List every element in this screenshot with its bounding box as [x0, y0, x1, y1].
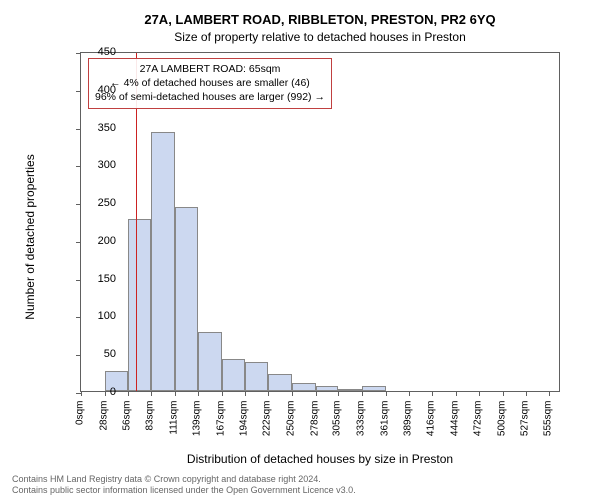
x-tick-label: 278sqm: [309, 401, 320, 449]
callout-line1: 27A LAMBERT ROAD: 65sqm: [95, 62, 325, 76]
y-tick-label: 100: [82, 310, 116, 322]
histogram-bar: [268, 374, 292, 391]
histogram-bar: [362, 386, 386, 391]
histogram-bar: [316, 386, 339, 391]
x-tick-mark: [338, 391, 339, 396]
x-tick-mark: [526, 391, 527, 396]
x-tick-label: 194sqm: [238, 401, 249, 449]
x-tick-mark: [362, 391, 363, 396]
x-tick-label: 555sqm: [543, 401, 554, 449]
y-tick-label: 450: [82, 46, 116, 58]
histogram-bar: [151, 132, 175, 391]
y-tick-mark: [76, 129, 81, 130]
x-tick-label: 305sqm: [332, 401, 343, 449]
x-tick-mark: [316, 391, 317, 396]
x-tick-label: 444sqm: [449, 401, 460, 449]
x-tick-label: 28sqm: [98, 401, 109, 449]
callout-line3: 96% of semi-detached houses are larger (…: [95, 90, 325, 104]
x-tick-label: 250sqm: [285, 401, 296, 449]
x-tick-label: 416sqm: [425, 401, 436, 449]
x-tick-mark: [549, 391, 550, 396]
y-tick-mark: [76, 166, 81, 167]
histogram-bar: [198, 332, 222, 391]
x-tick-mark: [198, 391, 199, 396]
x-tick-mark: [128, 391, 129, 396]
x-tick-mark: [245, 391, 246, 396]
x-tick-mark: [151, 391, 152, 396]
x-tick-mark: [409, 391, 410, 396]
x-tick-label: 139sqm: [192, 401, 203, 449]
y-tick-mark: [76, 280, 81, 281]
x-tick-label: 333sqm: [355, 401, 366, 449]
x-tick-mark: [175, 391, 176, 396]
chart-subtitle: Size of property relative to detached ho…: [80, 30, 560, 44]
y-tick-label: 300: [82, 159, 116, 171]
y-tick-mark: [76, 91, 81, 92]
y-tick-label: 350: [82, 122, 116, 134]
x-tick-label: 167sqm: [215, 401, 226, 449]
y-tick-label: 150: [82, 273, 116, 285]
y-axis-label: Number of detached properties: [23, 87, 37, 387]
x-tick-label: 472sqm: [473, 401, 484, 449]
histogram-bar: [128, 219, 151, 391]
chart-title: 27A, LAMBERT ROAD, RIBBLETON, PRESTON, P…: [80, 12, 560, 27]
footer-line1: Contains HM Land Registry data © Crown c…: [12, 474, 356, 485]
y-tick-label: 200: [82, 235, 116, 247]
x-tick-label: 111sqm: [168, 401, 179, 449]
x-tick-label: 83sqm: [145, 401, 156, 449]
footer-attribution: Contains HM Land Registry data © Crown c…: [12, 474, 356, 497]
y-tick-mark: [76, 355, 81, 356]
histogram-bar: [245, 362, 269, 391]
x-axis-label: Distribution of detached houses by size …: [80, 452, 560, 466]
x-tick-label: 0sqm: [75, 401, 86, 449]
x-tick-label: 527sqm: [519, 401, 530, 449]
callout-box: 27A LAMBERT ROAD: 65sqm ← 4% of detached…: [88, 58, 332, 109]
x-tick-mark: [503, 391, 504, 396]
x-tick-mark: [479, 391, 480, 396]
y-tick-label: 250: [82, 197, 116, 209]
x-tick-mark: [268, 391, 269, 396]
histogram-bar: [338, 389, 362, 391]
y-tick-label: 50: [82, 348, 116, 360]
footer-line2: Contains public sector information licen…: [12, 485, 356, 496]
x-tick-mark: [222, 391, 223, 396]
y-tick-mark: [76, 317, 81, 318]
x-tick-mark: [456, 391, 457, 396]
property-size-chart: 27A, LAMBERT ROAD, RIBBLETON, PRESTON, P…: [0, 0, 600, 500]
x-tick-mark: [386, 391, 387, 396]
x-tick-label: 500sqm: [496, 401, 507, 449]
histogram-bar: [175, 207, 199, 391]
x-tick-mark: [292, 391, 293, 396]
histogram-bar: [292, 383, 316, 391]
x-tick-label: 389sqm: [403, 401, 414, 449]
x-tick-label: 222sqm: [262, 401, 273, 449]
x-tick-label: 56sqm: [122, 401, 133, 449]
x-tick-label: 361sqm: [379, 401, 390, 449]
y-tick-mark: [76, 242, 81, 243]
y-tick-mark: [76, 53, 81, 54]
x-tick-mark: [432, 391, 433, 396]
y-tick-mark: [76, 204, 81, 205]
histogram-bar: [222, 359, 245, 391]
y-tick-label: 0: [82, 386, 116, 398]
callout-line2: ← 4% of detached houses are smaller (46): [95, 76, 325, 90]
y-tick-label: 400: [82, 84, 116, 96]
